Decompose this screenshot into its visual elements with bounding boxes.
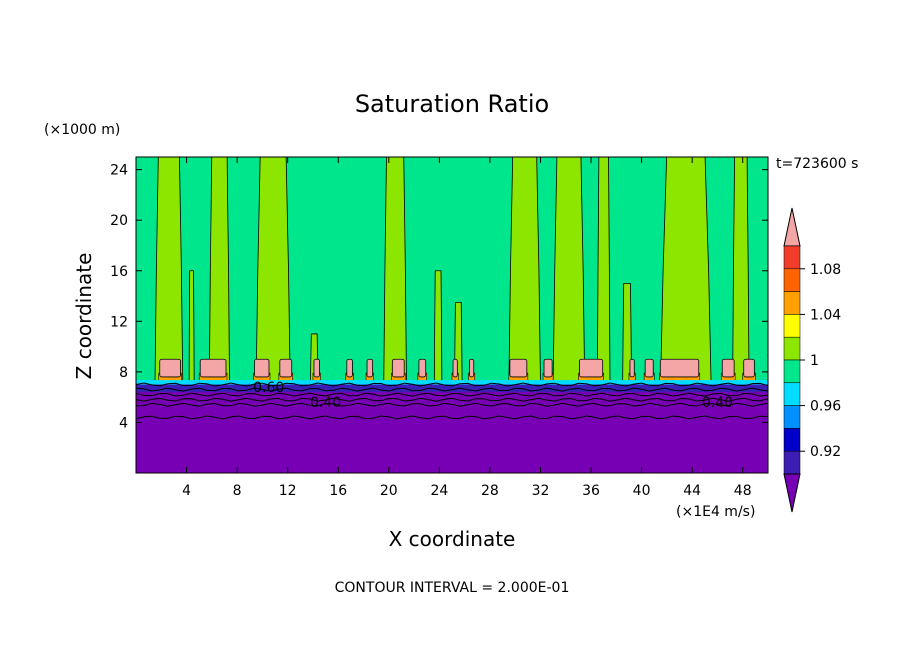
transition-band-cyan <box>136 380 768 385</box>
colorbar-segment-9 <box>783 450 801 475</box>
cloud-band-14 <box>629 358 635 378</box>
y-axis-label: Z coordinate <box>72 253 96 380</box>
cloud-band-9 <box>452 358 458 378</box>
contour-label-1: 0.40 <box>310 395 341 411</box>
x-tick-label-8: 36 <box>582 483 600 499</box>
x-tick-label-5: 24 <box>430 483 448 499</box>
cloud-band-18 <box>743 358 755 378</box>
cloud-band-3 <box>279 358 293 378</box>
colorbar-segment-7 <box>783 405 801 429</box>
colorbar: 1.08 1.04 1 0.96 0.92 <box>783 207 841 513</box>
contour-line-0 <box>136 382 768 387</box>
moist-column-1 <box>188 270 195 385</box>
moist-column-13 <box>732 157 750 385</box>
moist-column-5 <box>383 157 407 385</box>
cloud-band-2 <box>254 358 270 378</box>
contour-line-2 <box>136 392 768 397</box>
x-tick-label-7: 32 <box>532 483 550 499</box>
colorbar-segment-under <box>783 473 801 513</box>
y-tick-label-4: 20 <box>110 213 128 229</box>
transition-band-indigo <box>136 384 768 393</box>
contour-line-5 <box>136 415 768 420</box>
cloud-band-12 <box>543 358 553 378</box>
colorbar-segment-5 <box>783 359 801 384</box>
x-tick-label-4: 20 <box>380 483 398 499</box>
colorbar-tick-label-3: 0.96 <box>810 399 841 415</box>
colorbar-segment-1 <box>783 268 801 292</box>
moist-column-12 <box>660 157 712 385</box>
contour-line-4 <box>136 402 768 407</box>
contour-label-0: 0.60 <box>253 380 284 396</box>
cloud-band-13 <box>579 358 604 378</box>
cloud-band-6 <box>366 358 374 378</box>
y-tick-label-3: 16 <box>110 264 128 280</box>
dry-layer <box>136 380 768 473</box>
cloud-band-1 <box>199 358 227 378</box>
time-label: t=723600 s <box>776 156 858 172</box>
x-tick-label-0: 4 <box>182 483 191 499</box>
y-tick-label-1: 8 <box>119 365 128 381</box>
x-tick-label-11: 48 <box>734 483 752 499</box>
y-tick-label-0: 4 <box>119 415 128 431</box>
contour-label-2: 0.40 <box>702 395 733 411</box>
y-axis-ticks: 4 8 12 16 20 24 <box>110 163 768 431</box>
colorbar-tick-label-4: 0.92 <box>810 444 841 460</box>
colorbar-segment-8 <box>783 428 801 452</box>
x-tick-label-3: 16 <box>329 483 347 499</box>
contour-interval-footer: CONTOUR INTERVAL = 2.000E-01 <box>335 580 570 596</box>
x-tick-label-10: 44 <box>683 483 701 499</box>
plot-frame <box>135 156 769 474</box>
cloud-band-7 <box>391 358 405 378</box>
cloud-band-16 <box>659 358 700 378</box>
cloud-band-4 <box>313 358 320 378</box>
contour-lines <box>136 382 768 420</box>
contour-line-3 <box>136 397 768 402</box>
moist-column-2 <box>208 157 230 385</box>
y-tick-label-5: 24 <box>110 163 128 179</box>
moist-column-3 <box>255 157 291 385</box>
colorbar-segment-4 <box>783 336 801 361</box>
moist-column-9 <box>552 157 586 385</box>
moist-column-6 <box>433 270 443 385</box>
colorbar-tick-label-1: 1.04 <box>810 307 841 323</box>
y-tick-label-2: 12 <box>110 314 128 330</box>
colorbar-segment-3 <box>783 314 801 338</box>
cloud-band-5 <box>346 358 353 378</box>
cloud-band-15 <box>644 358 654 378</box>
colorbar-tick-label-0: 1.08 <box>810 262 841 278</box>
plot-area <box>136 157 768 473</box>
contour-labels: 0.60 0.40 0.40 <box>253 380 733 411</box>
moist-column-0 <box>154 157 184 385</box>
colorbar-tick-label-2: 1 <box>810 353 819 369</box>
moist-column-8 <box>508 157 541 385</box>
chart-title: Saturation Ratio <box>355 90 549 118</box>
cloud-band-8 <box>418 358 427 378</box>
colorbar-segment-0 <box>783 245 801 270</box>
y-unit-label: (×1000 m) <box>44 122 120 138</box>
cloud-band-11 <box>509 358 528 378</box>
cloud-band-0 <box>159 358 181 378</box>
x-tick-label-1: 8 <box>233 483 242 499</box>
cloud-band-10 <box>469 358 475 378</box>
cloud-bands <box>158 358 756 385</box>
moist-column-10 <box>596 157 611 385</box>
x-tick-label-2: 12 <box>279 483 297 499</box>
x-tick-label-9: 40 <box>633 483 651 499</box>
contour-line-1 <box>136 387 768 392</box>
x-axis-ticks: 4 8 12 16 20 24 28 32 36 40 44 48 <box>182 157 752 499</box>
colorbar-segment-6 <box>783 382 801 406</box>
colorbar-segment-2 <box>783 291 801 315</box>
x-unit-label: (×1E4 m/s) <box>676 504 755 520</box>
colorbar-segment-over <box>783 207 801 247</box>
cloud-band-17 <box>721 358 735 378</box>
x-axis-label: X coordinate <box>389 527 516 551</box>
x-tick-label-6: 28 <box>481 483 499 499</box>
